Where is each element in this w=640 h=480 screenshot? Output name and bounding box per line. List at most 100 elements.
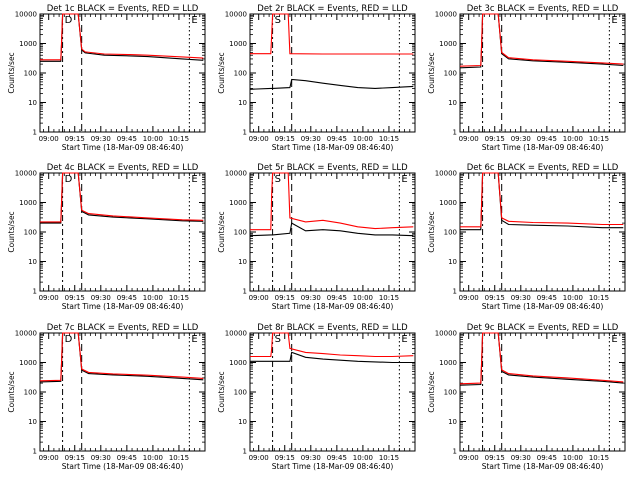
- y-axis-label: Counts/sec: [217, 371, 226, 412]
- x-tick-label: 09:45: [327, 135, 347, 143]
- x-tick-label: 09:00: [249, 454, 269, 462]
- plot-frame: [39, 332, 206, 452]
- x-axis-label: Start Time (18-Mar-09 08:46:40): [272, 302, 394, 311]
- series-line-events: [459, 332, 624, 386]
- plot-frame: [459, 172, 626, 292]
- x-axis-label: Start Time (18-Mar-09 08:46:40): [62, 302, 184, 311]
- x-axis-label: Start Time (18-Mar-09 08:46:40): [272, 143, 394, 152]
- marker-label: D: [65, 15, 73, 26]
- y-tick-label: 10: [28, 99, 37, 107]
- x-tick-label: 09:30: [91, 454, 111, 462]
- x-tick-label: 09:15: [485, 454, 505, 462]
- marker-label: E: [611, 174, 617, 185]
- y-tick-label: 10: [28, 258, 37, 266]
- y-tick-label: 10000: [15, 170, 37, 178]
- y-tick-label: 100: [444, 70, 457, 78]
- x-tick-label: 09:15: [65, 294, 85, 302]
- x-tick-label: 09:45: [537, 135, 557, 143]
- x-tick-label: 09:30: [91, 135, 111, 143]
- chart-panel-1: Det 1c BLACK = Events, RED = LLD10000100…: [7, 4, 206, 152]
- plot-frame: [459, 13, 626, 133]
- x-tick-label: 10:00: [353, 135, 373, 143]
- x-tick-label: 09:30: [91, 294, 111, 302]
- x-tick-label: 09:15: [485, 294, 505, 302]
- y-axis-label: Counts/sec: [217, 211, 226, 252]
- x-tick-label: 09:00: [249, 294, 269, 302]
- plot-frame: [39, 172, 206, 292]
- marker-label: E: [611, 15, 617, 26]
- x-tick-label: 10:00: [563, 454, 583, 462]
- x-tick-label: 10:15: [379, 454, 399, 462]
- x-tick-label: 09:00: [459, 454, 479, 462]
- chart-title: Det 7c BLACK = Events, RED = LLD: [47, 323, 199, 333]
- y-axis-label: Counts/sec: [427, 52, 436, 93]
- marker-label: E: [401, 334, 407, 345]
- x-tick-label: 10:15: [379, 294, 399, 302]
- y-tick-label: 1: [243, 129, 247, 137]
- marker-label: D: [65, 174, 73, 185]
- x-axis-label: Start Time (18-Mar-09 08:46:40): [62, 143, 184, 152]
- y-tick-label: 100: [234, 229, 247, 237]
- x-tick-label: 09:00: [249, 135, 269, 143]
- x-tick-label: 10:15: [169, 454, 189, 462]
- y-tick-label: 10: [238, 258, 247, 266]
- x-tick-label: 09:30: [511, 454, 531, 462]
- x-tick-label: 10:00: [143, 135, 163, 143]
- x-axis-label: Start Time (18-Mar-09 08:46:40): [482, 462, 604, 471]
- y-tick-label: 100: [24, 389, 37, 397]
- chart-panel-7: Det 7c BLACK = Events, RED = LLD10000100…: [7, 323, 206, 471]
- y-axis-label: Counts/sec: [7, 52, 16, 93]
- chart-panel-4: Det 4c BLACK = Events, RED = LLD10000100…: [7, 163, 206, 311]
- chart-title: Det 9c BLACK = Events, RED = LLD: [467, 323, 619, 333]
- y-tick-label: 10000: [435, 330, 457, 338]
- x-tick-label: 09:30: [511, 294, 531, 302]
- plot-frame: [249, 13, 416, 133]
- y-tick-label: 10: [238, 99, 247, 107]
- y-tick-label: 1: [453, 448, 457, 456]
- x-tick-label: 09:30: [301, 454, 321, 462]
- y-tick-label: 1000: [19, 40, 37, 48]
- y-tick-label: 10000: [435, 11, 457, 19]
- x-tick-label: 10:15: [379, 135, 399, 143]
- x-axis-label: Start Time (18-Mar-09 08:46:40): [482, 143, 604, 152]
- chart-panel-3: Det 3c BLACK = Events, RED = LLD10000100…: [427, 4, 626, 152]
- series-line-lld: [250, 172, 414, 231]
- series-line-lld: [459, 13, 624, 67]
- y-tick-label: 1000: [19, 199, 37, 207]
- x-tick-label: 09:15: [275, 294, 295, 302]
- y-tick-label: 10: [448, 418, 457, 426]
- y-tick-label: 10: [448, 258, 457, 266]
- marker-label: S: [275, 15, 281, 26]
- x-tick-label: 09:00: [39, 294, 59, 302]
- chart-panel-2: Det 2r BLACK = Events, RED = LLD10000100…: [217, 4, 416, 152]
- y-axis-label: Counts/sec: [217, 52, 226, 93]
- x-tick-label: 10:15: [589, 135, 609, 143]
- y-tick-label: 1000: [439, 199, 457, 207]
- y-tick-label: 100: [24, 70, 37, 78]
- y-tick-label: 10000: [225, 330, 247, 338]
- y-tick-label: 100: [444, 229, 457, 237]
- x-tick-label: 10:15: [169, 294, 189, 302]
- plot-frame: [39, 13, 206, 133]
- x-tick-label: 10:00: [353, 294, 373, 302]
- x-tick-label: 09:00: [459, 135, 479, 143]
- x-tick-label: 10:00: [353, 454, 373, 462]
- chart-title: Det 5r BLACK = Events, RED = LLD: [257, 163, 408, 173]
- y-tick-label: 10: [28, 418, 37, 426]
- x-tick-label: 09:45: [117, 454, 137, 462]
- y-tick-label: 100: [444, 389, 457, 397]
- chart-panel-6: Det 6c BLACK = Events, RED = LLD10000100…: [427, 163, 626, 311]
- plot-frame: [249, 172, 416, 292]
- plot-frame: [459, 332, 626, 452]
- y-tick-label: 10000: [225, 170, 247, 178]
- x-tick-label: 10:00: [563, 135, 583, 143]
- y-tick-label: 1000: [229, 359, 247, 367]
- x-tick-label: 09:15: [275, 135, 295, 143]
- x-axis-label: Start Time (18-Mar-09 08:46:40): [272, 462, 394, 471]
- x-tick-label: 09:00: [39, 454, 59, 462]
- marker-label: E: [611, 334, 617, 345]
- series-line-lld: [39, 332, 204, 382]
- marker-label: S: [275, 334, 281, 345]
- x-tick-label: 09:15: [65, 454, 85, 462]
